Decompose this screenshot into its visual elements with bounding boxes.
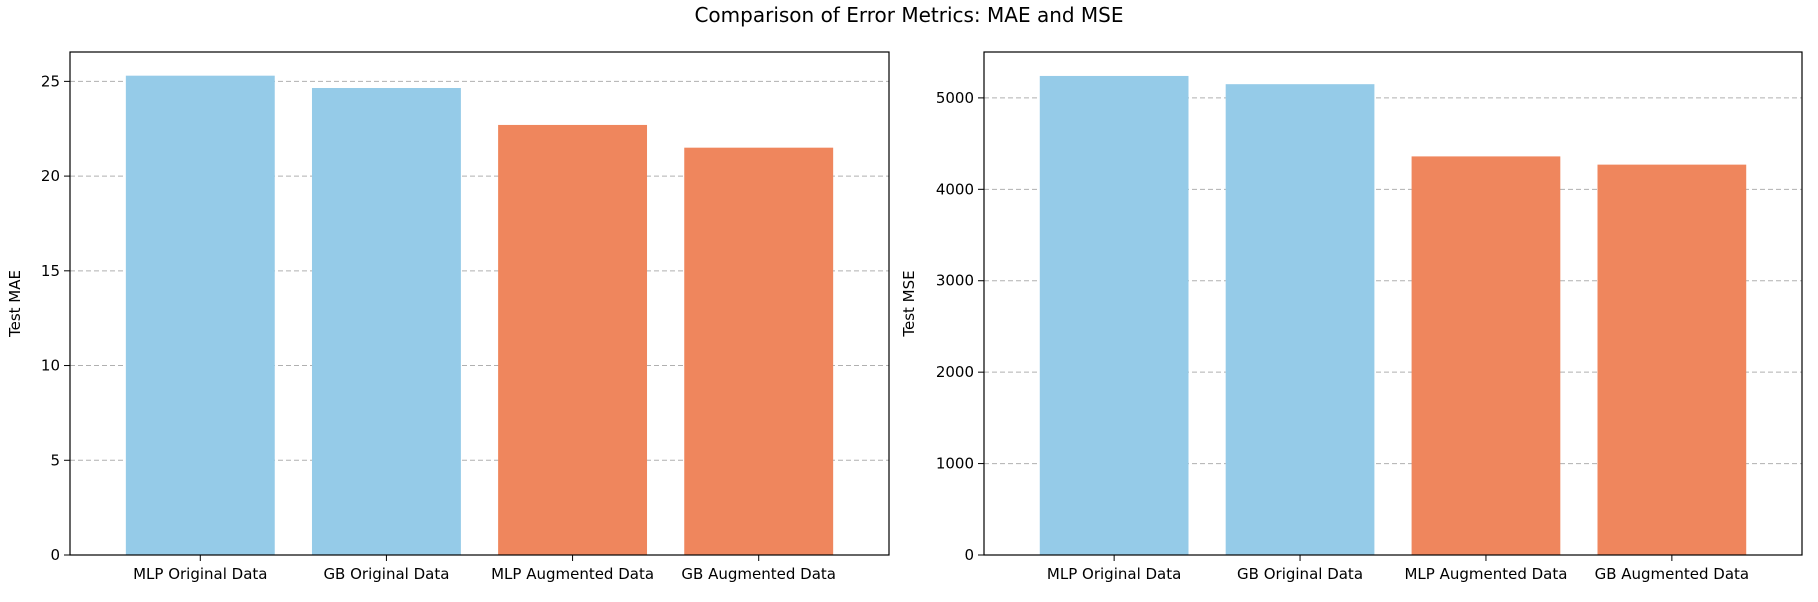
mse-xtick-label: MLP Augmented Data: [1404, 565, 1567, 583]
mae-chart: 0 5 10 15 20 25 MLP Original Data GB Original D…: [6, 51, 890, 583]
mae-xtick-label: GB Original Data: [323, 565, 449, 583]
mse-axes-frame: [983, 51, 1803, 556]
mse-xtick-label: GB Original Data: [1237, 565, 1363, 583]
mae-ylabel: Test MAE: [6, 270, 24, 338]
mse-ytick-label: 3000: [936, 272, 974, 290]
mse-ytick-label: 2000: [936, 363, 974, 381]
mse-ytick-label: 0: [964, 546, 974, 564]
mse-bar-1: [1225, 84, 1375, 555]
mse-ytick-label: 1000: [936, 455, 974, 473]
mse-xtick-label: GB Augmented Data: [1595, 565, 1750, 583]
figure-title: Comparison of Error Metrics: MAE and MSE: [694, 3, 1123, 27]
mae-bar-0: [125, 75, 275, 555]
mae-xtick-label: MLP Augmented Data: [491, 565, 654, 583]
mae-xtick-label: MLP Original Data: [133, 565, 267, 583]
mae-ytick-label: 15: [41, 262, 60, 280]
mse-bar-3: [1597, 164, 1747, 555]
mse-ytick-label: 4000: [936, 180, 974, 198]
mse-ytick-label: 5000: [936, 89, 974, 107]
mse-xtick-label: MLP Original Data: [1047, 565, 1181, 583]
mae-axes-frame: [69, 51, 890, 556]
mae-ytick-label: 0: [50, 546, 60, 564]
mse-bar-2: [1411, 156, 1561, 555]
mse-chart: 0 1000 2000 3000 4000 5000 MLP Original Data GB…: [900, 51, 1803, 583]
mae-ytick-label: 20: [41, 167, 60, 185]
mae-ytick-label: 25: [41, 72, 60, 90]
mae-bar-2: [498, 124, 648, 556]
mae-bar-1: [311, 87, 461, 556]
mse-ylabel: Test MSE: [900, 270, 918, 337]
mae-bar-3: [684, 147, 834, 555]
mae-ytick-label: 10: [41, 357, 60, 375]
mae-ytick-label: 5: [50, 451, 60, 469]
mse-bar-0: [1039, 75, 1189, 555]
mae-xtick-label: GB Augmented Data: [681, 565, 836, 583]
